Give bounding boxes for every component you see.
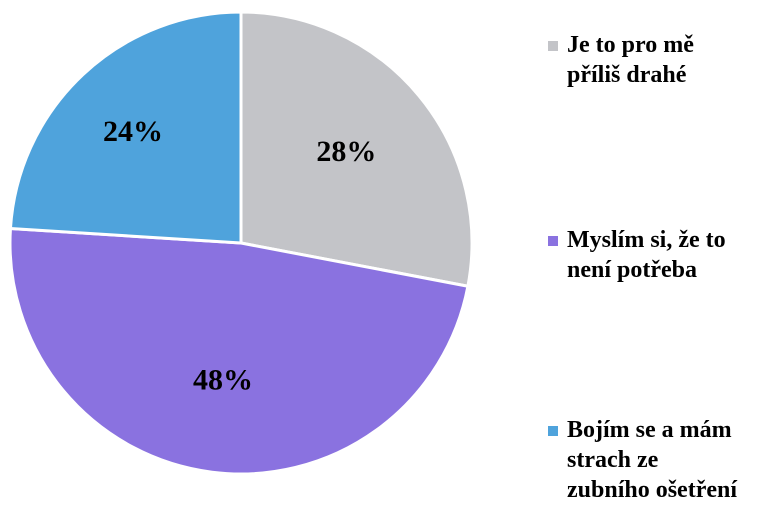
pie-slice-expensive: [239, 10, 474, 288]
legend-swatch-not-needed: [548, 236, 558, 246]
legend-label-line: Bojím se a mám: [567, 417, 732, 443]
legend-label-not-needed: Myslím si, že to není potřeba: [567, 225, 779, 285]
legend-item-expensive: Je to pro mě příliš drahé: [548, 30, 779, 90]
legend-label-line: není potřeba: [567, 257, 698, 283]
data-label-expensive: 28%: [316, 135, 376, 168]
legend-swatch-expensive: [548, 41, 558, 51]
legend-item-not-needed: Myslím si, že to není potřeba: [548, 225, 779, 285]
data-label-not-needed: 48%: [193, 364, 253, 397]
legend-label-line: strach ze: [567, 447, 659, 473]
legend-item-fear: Bojím se a mám strach ze zubního ošetřen…: [548, 415, 779, 505]
pie-chart: 28% 48% 24%: [8, 10, 474, 476]
legend-label-line: zubního ošetření: [567, 477, 738, 503]
legend-label-line: Myslím si, že to: [567, 227, 726, 253]
legend-label-fear: Bojím se a mám strach ze zubního ošetřen…: [567, 415, 779, 505]
data-label-fear: 24%: [103, 115, 163, 148]
legend-swatch-fear: [548, 426, 558, 436]
pie-slice-not-needed: [8, 226, 470, 476]
chart-legend: Je to pro mě příliš drahé Myslím si, že …: [548, 0, 779, 507]
legend-label-expensive: Je to pro mě příliš drahé: [567, 30, 779, 90]
legend-label-line: Je to pro mě: [567, 32, 694, 58]
legend-label-line: příliš drahé: [567, 62, 687, 88]
pie-slice-fear: [8, 10, 243, 245]
